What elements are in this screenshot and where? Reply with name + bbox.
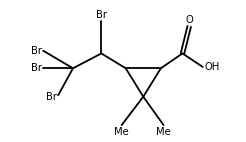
Text: OH: OH [204, 62, 219, 72]
Text: Me: Me [114, 127, 129, 137]
Text: Me: Me [156, 127, 171, 137]
Text: Br: Br [46, 92, 57, 102]
Text: Br: Br [31, 46, 42, 56]
Text: Br: Br [31, 63, 42, 73]
Text: O: O [185, 15, 193, 25]
Text: Br: Br [96, 10, 107, 20]
